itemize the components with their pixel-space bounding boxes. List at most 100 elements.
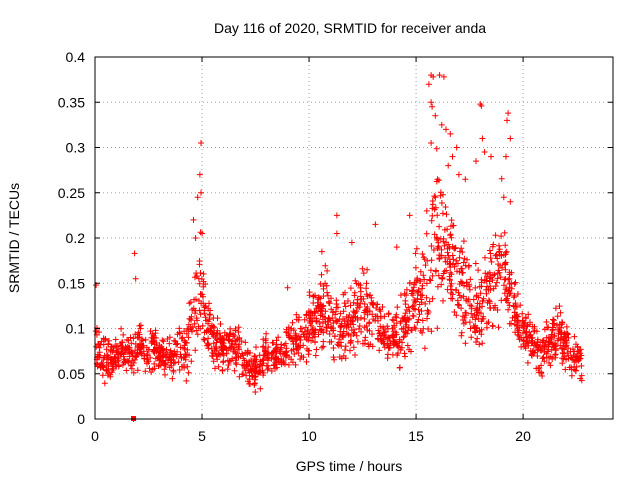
data-point [109,348,116,355]
data-point [436,72,443,79]
data-point [498,233,505,240]
data-point [433,145,440,152]
data-point [474,300,481,307]
data-point [377,308,384,315]
data-point [201,310,208,317]
data-point [467,276,474,283]
data-point [393,244,400,251]
x-tick-label: 15 [408,428,424,444]
data-point [196,261,203,268]
data-point [460,293,467,300]
data-point [364,266,371,273]
data-point [459,265,465,272]
data-point [557,309,564,316]
data-point [449,153,456,160]
data-point [555,335,562,342]
data-point [460,317,466,323]
data-point [356,323,363,329]
data-point [381,344,388,351]
data-point [384,351,391,358]
data-point [408,288,415,295]
data-point [189,306,196,313]
data-point [447,231,454,238]
y-axis-label: SRMTID / TECUs [6,183,22,293]
y-tick-label: 0 [77,411,85,427]
data-point [462,312,469,319]
data-point [470,296,477,303]
data-point [403,306,410,313]
data-point [365,341,372,348]
data-point [427,277,434,284]
data-point [457,278,464,285]
data-point [511,292,518,299]
data-point [193,327,200,334]
data-point [229,355,236,362]
data-point [490,285,497,292]
data-point [410,302,417,309]
data-point [149,338,156,345]
data-point [185,327,192,333]
data-point [102,336,109,343]
data-point [217,321,224,327]
data-point [123,349,130,356]
data-point [429,295,436,302]
data-point [361,301,368,307]
data-point [127,334,134,341]
data-point [458,332,465,339]
data-point [533,365,540,372]
data-point [505,299,512,306]
data-point [469,314,476,321]
data-point [334,304,341,311]
data-point [123,367,130,374]
data-point [194,331,201,338]
data-point [151,360,158,367]
data-point [448,234,455,241]
data-point [200,278,207,285]
data-point [514,317,521,324]
data-point [545,324,552,331]
data-point [309,310,316,317]
data-point [295,317,302,323]
data-point [434,325,441,332]
data-point [336,336,343,343]
data-point [502,251,509,258]
data-point [500,194,507,201]
data-point [227,325,234,332]
x-tick-label: 20 [515,428,531,444]
data-point [338,320,345,327]
data-point [282,340,289,347]
data-point [318,326,325,333]
data-point [343,313,350,320]
data-point [412,306,419,313]
y-tick-label: 0.4 [66,49,86,65]
data-point [213,339,220,346]
data-point [351,329,358,336]
data-point [190,216,197,223]
data-point [218,346,225,352]
data-point [405,327,412,334]
data-point [156,362,163,369]
data-point [297,356,304,363]
data-point [245,367,252,374]
data-point [246,380,253,387]
data-point [175,359,182,366]
data-point [450,256,457,263]
data-point [547,334,554,341]
data-point [289,359,296,366]
data-point [345,331,352,338]
data-point [541,349,548,356]
data-point [359,265,366,272]
data-point [364,311,371,318]
data-point [101,380,108,387]
data-point [560,350,567,357]
data-point [432,194,439,201]
data-point [350,308,357,315]
data-point [403,292,410,299]
data-point [478,276,485,283]
data-point [468,334,475,341]
data-point [326,339,333,345]
data-point [107,371,114,378]
data-point [437,189,444,196]
data-point [403,319,410,325]
data-point [186,315,193,322]
